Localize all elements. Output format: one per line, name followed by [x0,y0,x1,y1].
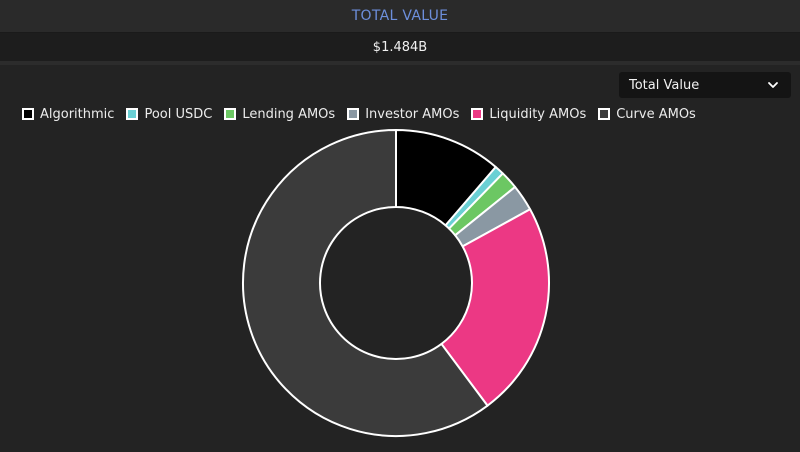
legend-swatch [224,108,237,120]
slice-liquidity-amos[interactable] [440,208,550,407]
chart-header: TOTAL VALUE [0,0,800,33]
metric-select-label: Total Value [629,77,700,93]
legend-swatch [22,108,34,120]
legend-item[interactable]: Investor AMOs [347,107,459,122]
total-value-row: $1.484B [0,33,800,61]
slice-curve-amos[interactable] [242,129,489,437]
legend-swatch [126,108,139,120]
chart-legend: Algorithmic Pool USDC Lending AMOs Investor… [22,104,708,124]
legend-swatch [471,108,484,120]
legend-label: Pool USDC [144,106,213,122]
legend-item[interactable]: Curve AMOs [598,107,696,122]
legend-label: Curve AMOs [616,106,696,122]
legend-swatch [347,108,360,120]
legend-swatch [598,108,611,120]
chart-title: TOTAL VALUE [351,8,449,24]
chevron-down-icon [768,82,778,88]
legend-label: Liquidity AMOs [489,106,587,122]
total-value: $1.484B [372,39,428,55]
legend-item[interactable]: Algorithmic [22,107,114,122]
legend-item[interactable]: Pool USDC [126,107,212,122]
metric-select[interactable]: Total Value [619,72,791,98]
legend-label: Lending AMOs [242,106,336,122]
legend-label: Algorithmic [40,106,115,122]
legend-item[interactable]: Liquidity AMOs [471,107,586,122]
section-divider [0,61,800,65]
legend-label: Investor AMOs [365,106,460,122]
legend-item[interactable]: Lending AMOs [224,107,335,122]
